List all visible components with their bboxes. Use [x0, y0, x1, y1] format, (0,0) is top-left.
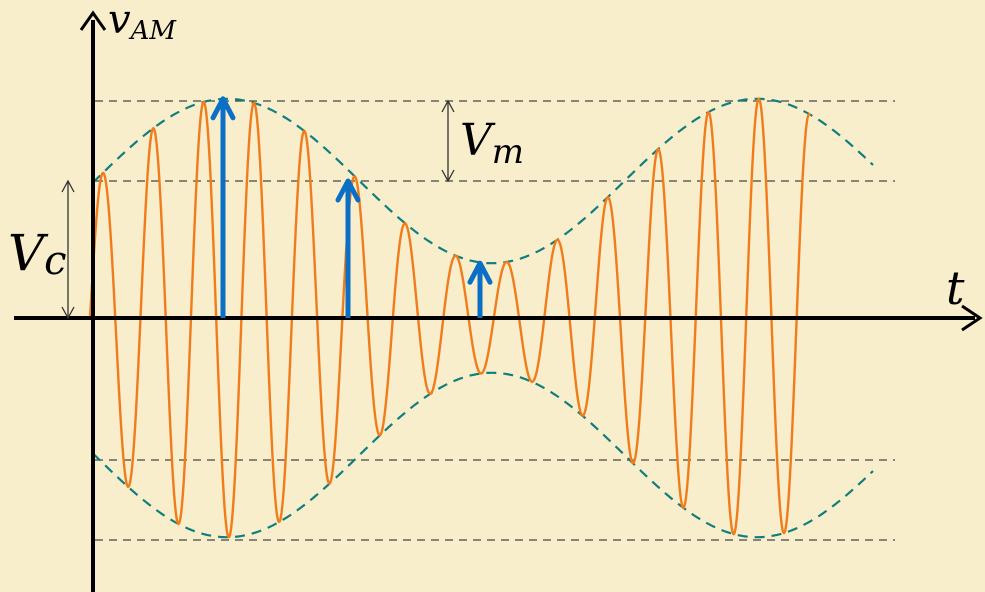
vc-label: Vc: [8, 224, 67, 284]
vm-label: Vm: [460, 115, 524, 172]
time-axis-arrowhead: [961, 304, 983, 332]
voltage-axis-arrowhead: [79, 10, 107, 31]
vc-label-sub: c: [44, 238, 66, 284]
y-axis-label: vAM: [108, 0, 177, 46]
vm-dimension-arrow-top: [441, 99, 455, 113]
vm-dimension-arrow-bottom: [441, 169, 455, 183]
vc-label-main: V: [8, 224, 49, 282]
phasor-arrow-carrier: [335, 178, 361, 318]
x-axis-label: t: [946, 261, 965, 315]
phasor-arrow-min: [467, 260, 493, 318]
vc-dimension-arrow-bottom: [61, 306, 75, 320]
y-axis-label-main: v: [108, 0, 131, 43]
am-signal-wave: [88, 97, 812, 539]
lower-envelope: [92, 371, 874, 539]
vm-label-sub: m: [492, 132, 524, 172]
y-axis-label-sub: AM: [129, 16, 178, 46]
vm-label-main: V: [460, 115, 496, 166]
vc-dimension-arrow-top: [61, 179, 75, 193]
phasor-arrow-max: [210, 96, 236, 318]
phasor-arrows: [210, 96, 493, 318]
